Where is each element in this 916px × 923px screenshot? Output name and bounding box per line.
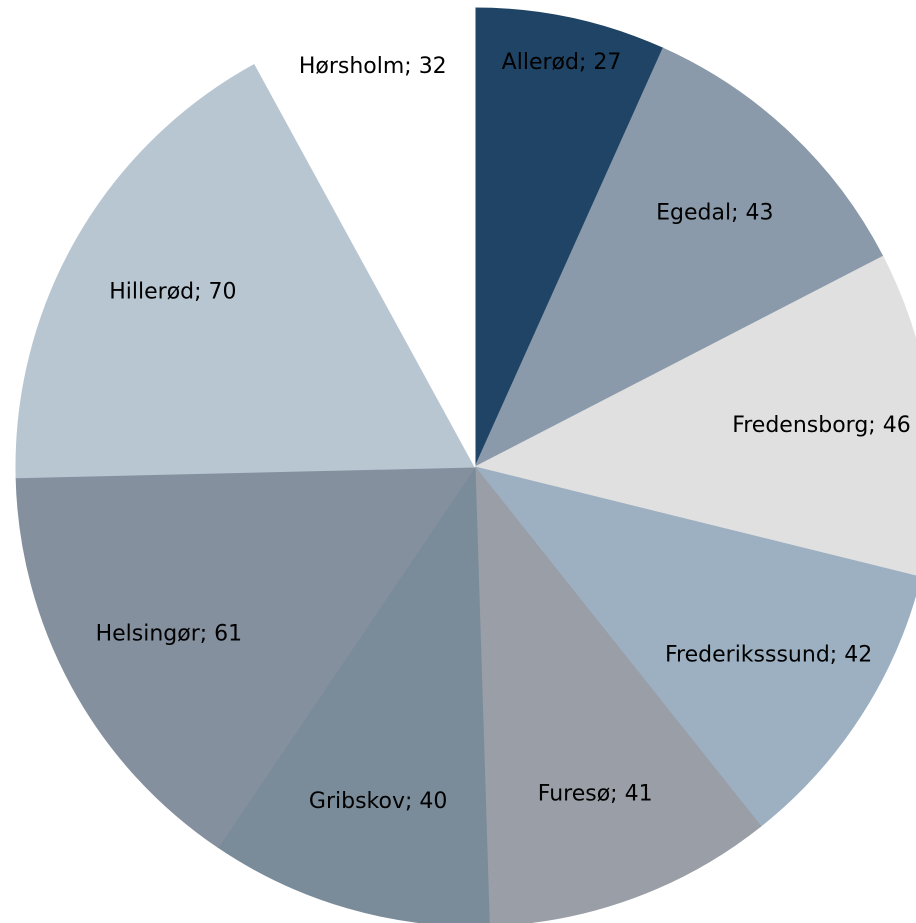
pie-slice [254, 7, 476, 468]
pie-slice [15, 63, 476, 479]
data-label: Egedal; 43 [656, 201, 773, 226]
data-label: Frederiksssund; 42 [665, 642, 872, 667]
data-label: Fredensborg; 46 [732, 413, 911, 438]
data-label: Hørsholm; 32 [299, 54, 447, 79]
data-label: Furesø; 41 [538, 781, 653, 806]
pie-slice [474, 465, 762, 923]
pie-slice [474, 7, 664, 468]
data-label: Allerød; 27 [502, 50, 622, 75]
pie-slice [217, 465, 490, 923]
data-label: Helsingør; 61 [96, 621, 243, 646]
pie-slice [15, 466, 476, 849]
pie-slice [473, 47, 884, 469]
data-label: Gribskov; 40 [309, 789, 447, 814]
pie-slice [473, 466, 916, 827]
pie-slice [473, 255, 916, 577]
data-label: Hillerød; 70 [109, 280, 236, 305]
